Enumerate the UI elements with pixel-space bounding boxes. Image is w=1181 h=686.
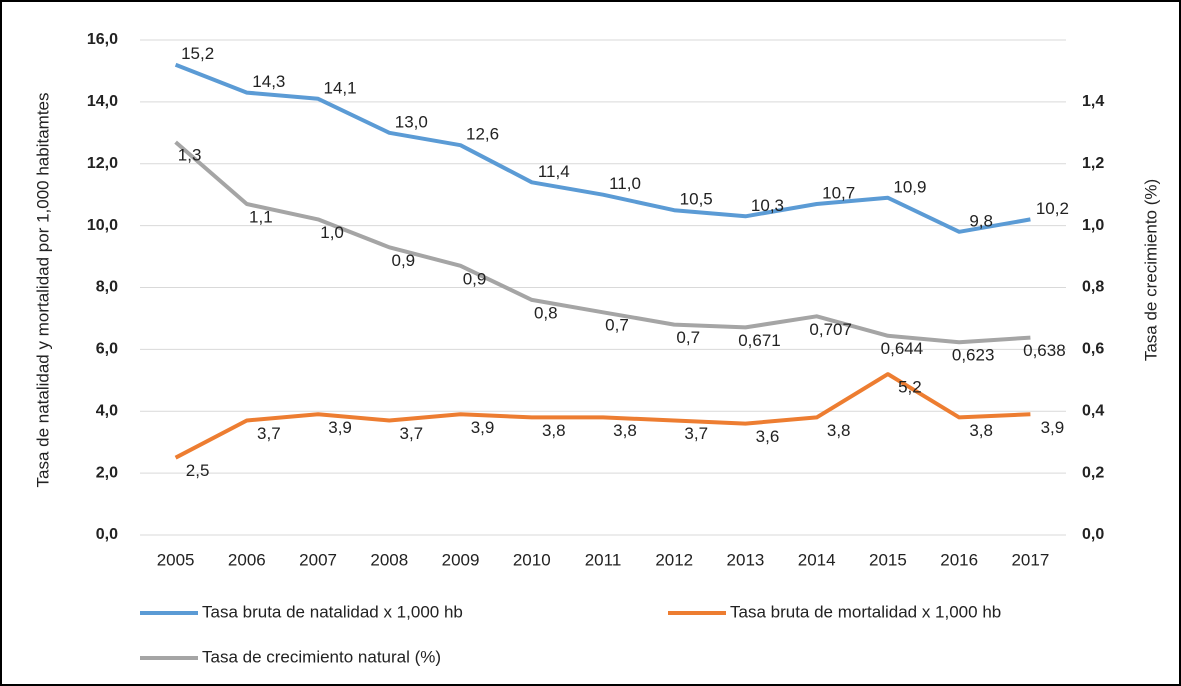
data-label: 0,644: [881, 339, 924, 358]
data-label: 10,9: [893, 177, 926, 196]
data-label: 3,9: [328, 418, 352, 437]
data-label: 3,8: [542, 421, 566, 440]
data-label: 0,623: [952, 346, 995, 365]
data-label: 13,0: [395, 112, 428, 131]
y-tick-label: 2,0: [96, 464, 118, 481]
y-tick-label: 12,0: [87, 155, 118, 172]
y2-tick-label: 0,6: [1082, 341, 1104, 358]
data-label: 11,4: [538, 162, 570, 181]
data-label: 1,3: [178, 146, 202, 165]
data-label: 0,707: [809, 320, 852, 339]
y-tick-label: 0,0: [96, 526, 118, 543]
data-label: 15,2: [181, 44, 214, 63]
data-label: 11,0: [609, 174, 641, 193]
x-tick-label: 2014: [798, 550, 836, 569]
y2-tick-label: 0,2: [1082, 464, 1104, 481]
y-tick-label: 6,0: [96, 341, 118, 358]
y2-tick-label: 0,4: [1082, 402, 1104, 419]
y2-tick-label: 0,0: [1082, 526, 1104, 543]
y-axis-title: Tasa de natalidad y mortalidad por 1,000…: [33, 92, 52, 487]
data-label: 3,7: [684, 424, 708, 443]
x-tick-label: 2006: [228, 550, 266, 569]
legend-label: Tasa bruta de natalidad x 1,000 hb: [202, 602, 463, 621]
series-line: [174, 140, 1031, 345]
series-line: [174, 62, 1031, 234]
data-label: 0,7: [605, 316, 629, 335]
data-label: 12,6: [466, 125, 499, 144]
y-tick-label: 16,0: [87, 31, 118, 48]
data-label: 5,2: [898, 378, 922, 397]
x-tick-label: 2016: [940, 550, 978, 569]
data-label: 0,9: [463, 269, 487, 288]
data-label: 14,3: [252, 72, 285, 91]
y-tick-label: 10,0: [87, 217, 118, 234]
legend-label: Tasa de crecimiento natural (%): [202, 647, 441, 666]
data-label: 0,671: [738, 331, 781, 350]
data-label: 1,1: [249, 207, 273, 226]
data-label: 2,5: [186, 461, 210, 480]
y2-tick-label: 1,4: [1082, 93, 1104, 110]
data-label: 3,8: [827, 421, 851, 440]
x-tick-label: 2008: [370, 550, 408, 569]
data-label: 3,9: [471, 418, 495, 437]
data-label: 10,3: [751, 196, 784, 215]
x-tick-label: 2005: [157, 550, 195, 569]
x-tick-label: 2017: [1011, 550, 1049, 569]
data-label: 3,9: [1041, 418, 1065, 437]
data-label: 10,5: [680, 190, 713, 209]
y2-tick-label: 1,0: [1082, 217, 1104, 234]
x-tick-label: 2011: [585, 550, 622, 569]
y-tick-label: 14,0: [87, 93, 118, 110]
series-line: [174, 372, 1031, 460]
data-label: 1,0: [320, 223, 344, 242]
y2-tick-label: 1,2: [1082, 155, 1104, 172]
data-label: 3,7: [399, 424, 423, 443]
x-tick-label: 2015: [869, 550, 907, 569]
y2-axis-title: Tasa de crecimiento (%): [1141, 179, 1160, 361]
data-label: 9,8: [969, 211, 993, 230]
y-tick-label: 4,0: [96, 402, 118, 419]
y-tick-label: 8,0: [96, 279, 118, 296]
data-label: 14,1: [324, 78, 357, 97]
data-label: 10,2: [1036, 199, 1069, 218]
x-tick-label: 2010: [513, 550, 551, 569]
data-label: 0,9: [391, 251, 415, 270]
data-label: 3,6: [756, 427, 780, 446]
data-label: 0,8: [534, 303, 558, 322]
data-label: 0,7: [676, 328, 700, 347]
x-tick-label: 2013: [727, 550, 765, 569]
data-label: 3,8: [969, 421, 993, 440]
x-tick-label: 2007: [299, 550, 337, 569]
x-tick-label: 2012: [655, 550, 693, 569]
data-label: 3,8: [613, 421, 637, 440]
legend-label: Tasa bruta de mortalidad x 1,000 hb: [730, 602, 1001, 621]
x-tick-label: 2009: [442, 550, 480, 569]
data-label: 0,638: [1023, 341, 1066, 360]
data-label: 10,7: [822, 183, 855, 202]
data-label: 3,7: [257, 424, 281, 443]
y2-tick-label: 0,8: [1082, 279, 1104, 296]
